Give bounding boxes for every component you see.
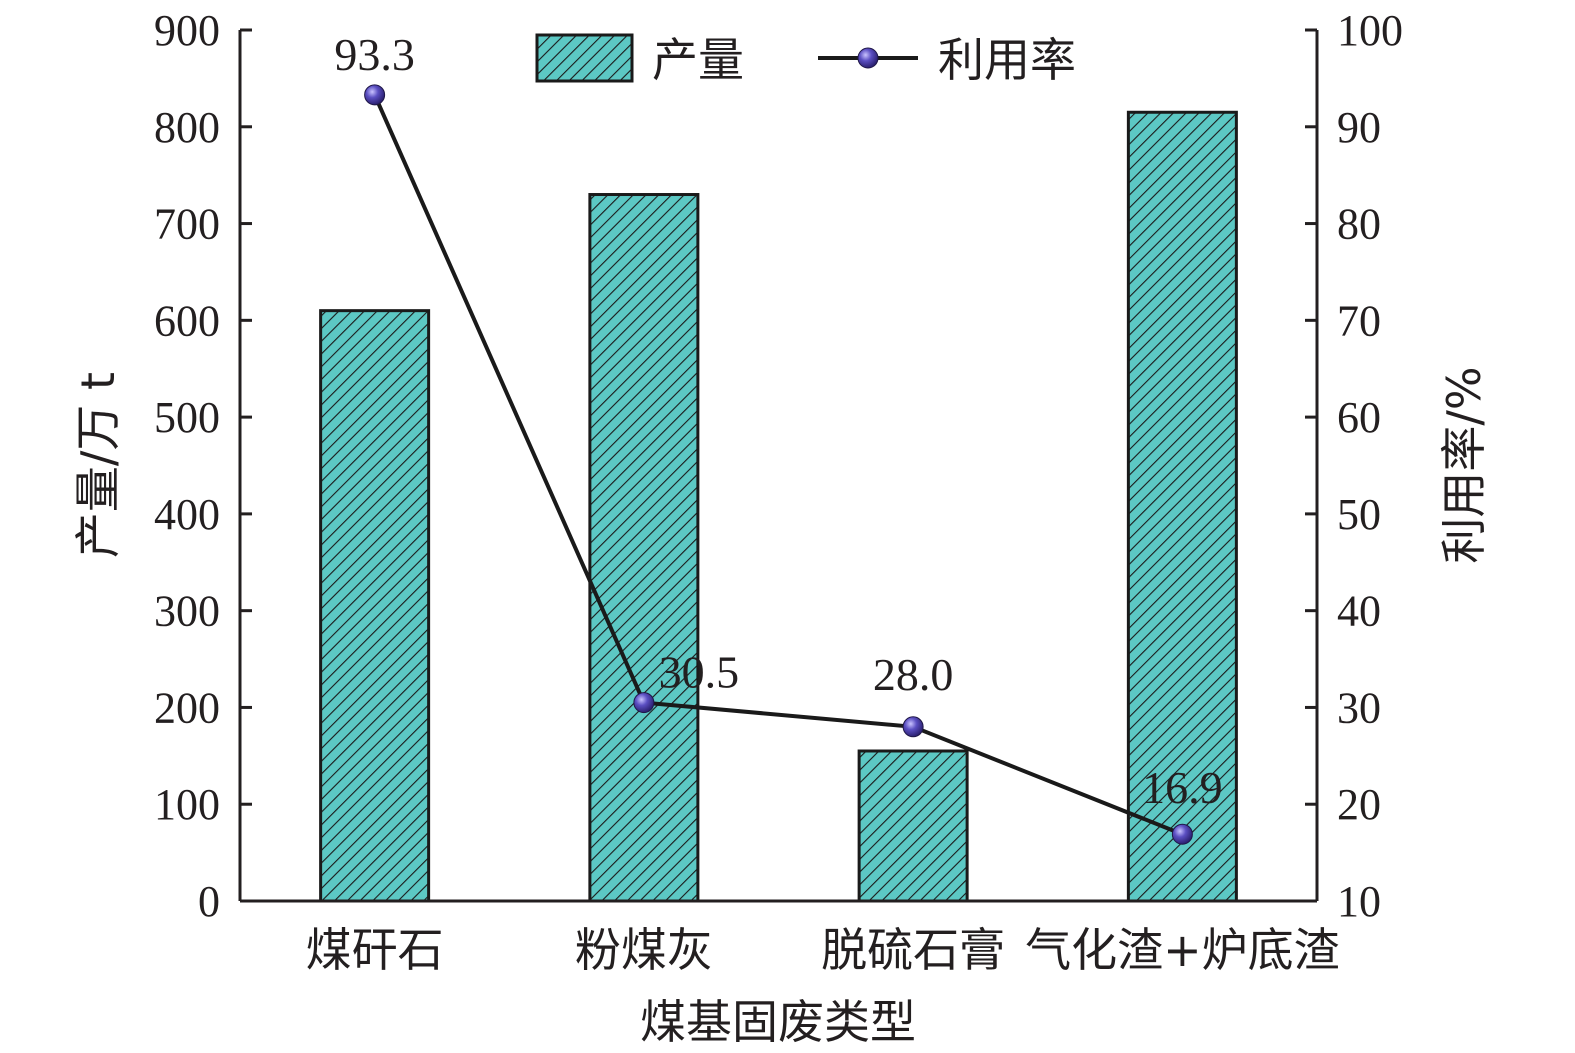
line-layer [364, 84, 1193, 845]
bar-2 [857, 749, 969, 903]
utilization-data-label-2: 28.0 [873, 649, 954, 700]
y-tick-label: 200 [154, 683, 220, 732]
y2-axis-title: 利用率/% [1437, 366, 1491, 563]
utilization-data-label-0: 93.3 [334, 29, 415, 80]
y2-tick-label: 60 [1337, 393, 1381, 442]
y-tick-label: 600 [154, 296, 220, 345]
utilization-point-0 [364, 84, 386, 106]
utilization-point-2 [902, 716, 924, 738]
y2-tick-label: 10 [1337, 877, 1381, 926]
x-category-label: 煤矸石 [306, 923, 444, 977]
bars-layer [319, 110, 1238, 903]
legend-label-line: 利用率 [938, 33, 1076, 87]
y-tick-label: 400 [154, 490, 220, 539]
y-tick-label: 0 [198, 877, 220, 926]
y2-tick-label: 20 [1337, 780, 1381, 829]
legend: 产量 利用率 [535, 33, 1076, 87]
y-tick-label: 800 [154, 103, 220, 152]
y2-tick-label: 90 [1337, 103, 1381, 152]
utilization-data-label-3: 16.9 [1142, 762, 1223, 813]
legend-swatch-marker [857, 47, 879, 69]
y2-tick-label: 70 [1337, 296, 1381, 345]
y-tick-label: 300 [154, 587, 220, 636]
y2-tick-label: 50 [1337, 490, 1381, 539]
y-tick-label: 500 [154, 393, 220, 442]
utilization-point-3 [1171, 823, 1193, 845]
y2-tick-label: 80 [1337, 200, 1381, 249]
y-axis-title: 产量/万 t [71, 372, 125, 558]
y-tick-label: 700 [154, 200, 220, 249]
legend-label-bar: 产量 [652, 33, 744, 87]
utilization-point-1 [633, 692, 655, 714]
x-category-label: 气化渣+炉底渣 [1025, 923, 1340, 977]
y2-tick-label: 100 [1337, 6, 1403, 55]
y-tick-label: 100 [154, 780, 220, 829]
ticks-layer: 0 100 200 300 400 500 600 700 800 900 10 20 30 40 50 60… [154, 6, 1403, 926]
y2-tick-label: 40 [1337, 587, 1381, 636]
x-category-label: 脱硫石膏 [821, 923, 1005, 977]
x-axis-title: 煤基固废类型 [640, 995, 916, 1049]
legend-swatch-bar [535, 33, 634, 83]
utilization-line [372, 94, 1184, 837]
x-category-label: 粉煤灰 [575, 923, 713, 977]
y2-tick-label: 30 [1337, 683, 1381, 732]
y-tick-label: 900 [154, 6, 220, 55]
bar-0 [319, 309, 431, 903]
bar-3 [1126, 110, 1238, 903]
utilization-data-label-1: 30.5 [659, 647, 740, 698]
bar-1 [588, 193, 700, 903]
labels-layer: 煤矸石 粉煤灰 脱硫石膏 气化渣+炉底渣 93.3 30.5 28.0 16.9 [306, 29, 1340, 977]
